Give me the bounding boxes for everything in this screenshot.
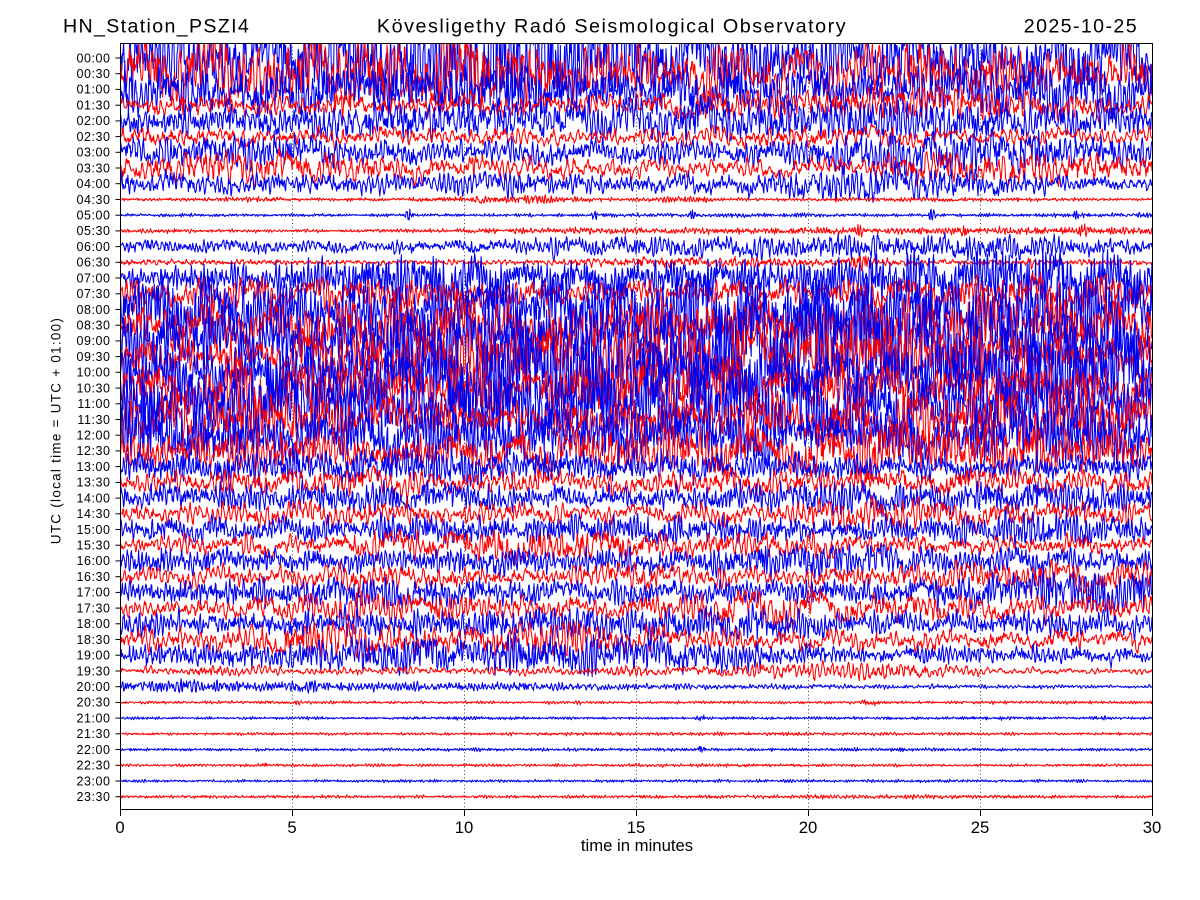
svg-text:25: 25: [971, 818, 990, 837]
svg-text:02:00: 02:00: [76, 114, 110, 128]
svg-text:HN_Station_PSZI4: HN_Station_PSZI4: [63, 16, 250, 38]
svg-text:11:30: 11:30: [77, 413, 110, 427]
svg-text:05:00: 05:00: [76, 209, 110, 223]
svg-text:30: 30: [1143, 818, 1162, 837]
svg-text:22:00: 22:00: [76, 743, 110, 757]
svg-text:06:30: 06:30: [76, 256, 110, 270]
svg-text:15:00: 15:00: [76, 523, 110, 537]
svg-text:14:00: 14:00: [76, 491, 110, 505]
svg-text:22:30: 22:30: [76, 759, 110, 773]
svg-text:15:30: 15:30: [76, 539, 110, 553]
svg-text:23:30: 23:30: [76, 790, 110, 804]
svg-text:00:00: 00:00: [76, 51, 110, 65]
svg-text:UTC (local time = UTC + 01:00): UTC (local time = UTC + 01:00): [49, 317, 64, 544]
svg-text:09:00: 09:00: [76, 334, 110, 348]
svg-text:21:30: 21:30: [76, 727, 110, 741]
svg-text:01:00: 01:00: [76, 83, 110, 97]
svg-text:16:00: 16:00: [76, 554, 110, 568]
svg-text:15: 15: [627, 818, 646, 837]
svg-text:06:00: 06:00: [76, 240, 110, 254]
svg-text:17:00: 17:00: [76, 586, 110, 600]
svg-text:02:30: 02:30: [76, 130, 110, 144]
svg-text:20:00: 20:00: [76, 680, 110, 694]
svg-text:19:30: 19:30: [76, 664, 110, 678]
svg-text:13:00: 13:00: [76, 460, 110, 474]
svg-text:10: 10: [455, 818, 474, 837]
svg-text:20: 20: [799, 818, 818, 837]
svg-text:13:30: 13:30: [76, 476, 110, 490]
svg-text:10:00: 10:00: [76, 366, 110, 380]
svg-text:0: 0: [115, 818, 124, 837]
svg-text:17:30: 17:30: [76, 601, 110, 615]
svg-text:2025-10-25: 2025-10-25: [1024, 16, 1138, 38]
svg-text:19:00: 19:00: [76, 649, 110, 663]
svg-text:09:30: 09:30: [76, 350, 110, 364]
svg-text:03:30: 03:30: [76, 161, 110, 175]
svg-text:18:30: 18:30: [76, 633, 110, 647]
svg-text:10:30: 10:30: [76, 381, 110, 395]
svg-text:time in minutes: time in minutes: [581, 836, 693, 855]
svg-text:07:00: 07:00: [76, 271, 110, 285]
svg-text:00:30: 00:30: [76, 67, 110, 81]
svg-text:08:00: 08:00: [76, 303, 110, 317]
svg-text:12:00: 12:00: [76, 429, 110, 443]
svg-text:21:00: 21:00: [76, 711, 110, 725]
svg-text:5: 5: [287, 818, 296, 837]
svg-text:12:30: 12:30: [76, 444, 110, 458]
svg-text:04:00: 04:00: [76, 177, 110, 191]
svg-text:14:30: 14:30: [76, 507, 110, 521]
svg-text:04:30: 04:30: [76, 193, 110, 207]
svg-text:16:30: 16:30: [76, 570, 110, 584]
svg-text:Kövesligethy Radó Seismologica: Kövesligethy Radó Seismological Observat…: [377, 16, 847, 38]
svg-text:11:00: 11:00: [77, 397, 110, 411]
svg-text:07:30: 07:30: [76, 287, 110, 301]
svg-text:05:30: 05:30: [76, 224, 110, 238]
svg-text:18:00: 18:00: [76, 617, 110, 631]
svg-text:03:00: 03:00: [76, 146, 110, 160]
svg-text:01:30: 01:30: [76, 99, 110, 113]
svg-text:08:30: 08:30: [76, 319, 110, 333]
svg-text:20:30: 20:30: [76, 696, 110, 710]
svg-text:23:00: 23:00: [76, 774, 110, 788]
